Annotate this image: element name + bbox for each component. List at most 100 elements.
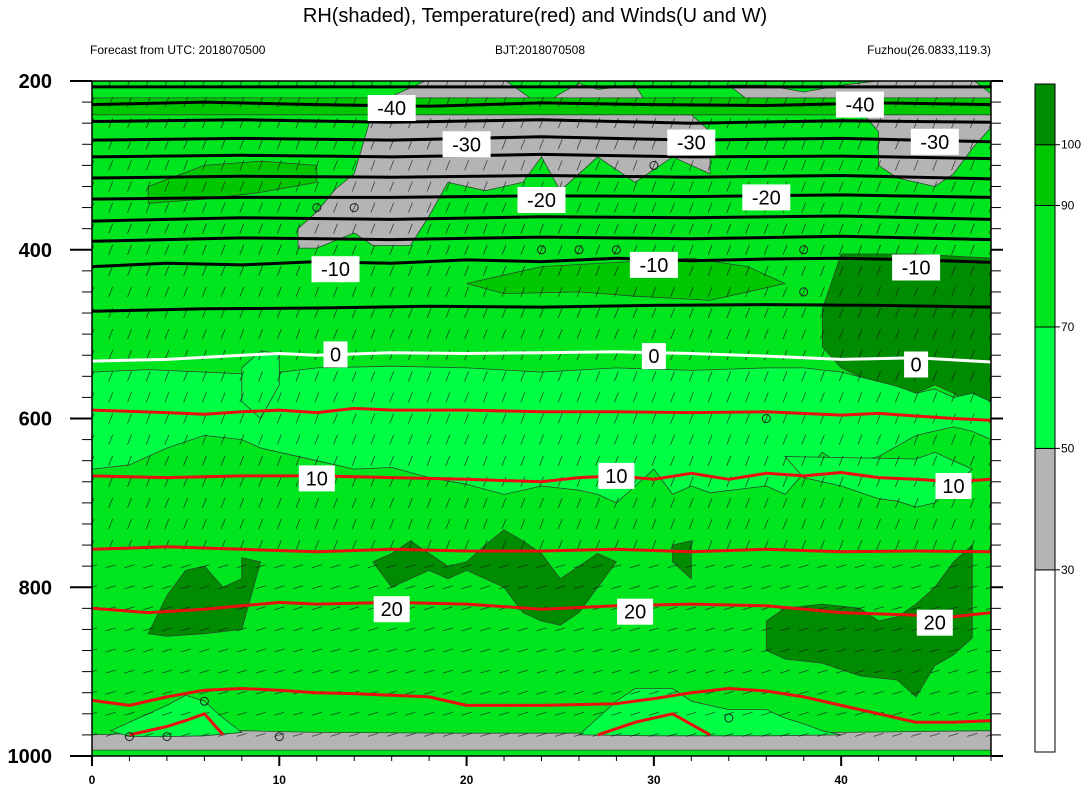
wind-barb bbox=[836, 627, 847, 632]
wind-barb bbox=[820, 307, 825, 319]
wind-barb bbox=[274, 627, 285, 632]
wind-barb bbox=[726, 371, 732, 382]
wind-barb bbox=[351, 413, 357, 424]
wind-barb bbox=[969, 81, 973, 87]
wind-barb bbox=[220, 81, 224, 87]
wind-barb bbox=[688, 371, 694, 382]
wind-barb bbox=[92, 434, 95, 441]
wind-barb bbox=[763, 223, 769, 234]
wind-barb bbox=[295, 371, 301, 382]
chart-subtitle-right: Fuzhou(26.0833,119.3) bbox=[867, 43, 991, 57]
wind-barb bbox=[426, 497, 432, 509]
wind-barb bbox=[632, 139, 638, 150]
wind-barb bbox=[951, 392, 956, 403]
wind-barb bbox=[164, 244, 170, 255]
wind-barb bbox=[108, 223, 114, 234]
rh-region bbox=[241, 350, 280, 420]
wind-barb bbox=[351, 118, 357, 129]
wind-barb bbox=[573, 690, 585, 695]
wind-barb bbox=[988, 396, 991, 403]
wind-barb bbox=[220, 476, 226, 487]
wind-barb bbox=[895, 160, 900, 171]
wind-barb bbox=[276, 518, 282, 530]
wind-barb bbox=[351, 244, 357, 255]
wind-barb bbox=[314, 160, 320, 171]
wind-barb bbox=[798, 627, 809, 632]
wind-barb bbox=[723, 564, 734, 569]
wind-barb bbox=[426, 539, 432, 551]
wind-barb bbox=[686, 669, 697, 674]
wind-barb bbox=[726, 181, 732, 192]
wind-barb bbox=[92, 518, 95, 526]
wind-barb bbox=[576, 392, 582, 403]
wind-barb bbox=[704, 627, 716, 632]
wind-barb bbox=[183, 202, 188, 213]
wind-barb bbox=[482, 413, 488, 424]
calm-marker bbox=[799, 245, 809, 255]
wind-barb bbox=[932, 96, 938, 108]
wind-barb bbox=[145, 413, 151, 424]
wind-barb bbox=[667, 627, 678, 632]
wind-barb bbox=[442, 690, 454, 695]
contour-label: -20 bbox=[527, 190, 556, 212]
wind-barb bbox=[688, 160, 694, 171]
wind-barb bbox=[239, 497, 245, 509]
wind-barb bbox=[651, 181, 657, 192]
wind-barb bbox=[838, 286, 844, 298]
wind-barb bbox=[482, 181, 488, 192]
wind-barb bbox=[124, 606, 135, 611]
wind-barb bbox=[442, 648, 454, 653]
wind-barb bbox=[539, 434, 544, 445]
wind-barb bbox=[820, 455, 825, 466]
wind-barb bbox=[92, 371, 95, 378]
wind-barb bbox=[688, 181, 694, 192]
wind-barb bbox=[426, 455, 432, 466]
wind-barb bbox=[988, 375, 991, 382]
wind-barb bbox=[798, 733, 809, 737]
wind-barb bbox=[801, 265, 807, 276]
wind-barb bbox=[164, 497, 170, 509]
wind-barb bbox=[124, 711, 135, 716]
wind-barb bbox=[913, 328, 919, 340]
wind-barb bbox=[295, 81, 299, 87]
wind-barb bbox=[108, 181, 114, 192]
wind-barb bbox=[276, 181, 282, 192]
wind-barb bbox=[498, 669, 510, 674]
wind-barb bbox=[442, 733, 454, 737]
colorbar-swatch bbox=[1034, 83, 1056, 146]
wind-barb bbox=[779, 627, 791, 632]
wind-barb bbox=[895, 434, 900, 445]
wind-barb bbox=[576, 244, 582, 255]
wind-barb bbox=[367, 585, 379, 590]
wind-barb bbox=[258, 392, 263, 403]
wind-barb bbox=[838, 539, 844, 551]
wind-barb bbox=[482, 328, 488, 340]
wind-barb bbox=[742, 711, 753, 716]
wind-barb bbox=[217, 690, 229, 695]
wind-barb bbox=[745, 413, 750, 424]
wind-barb bbox=[910, 733, 922, 737]
wind-barb bbox=[389, 434, 395, 445]
wind-barb bbox=[520, 265, 526, 276]
wind-barb bbox=[913, 202, 919, 213]
wind-barb bbox=[895, 497, 900, 509]
wind-barb bbox=[423, 585, 435, 590]
wind-barb bbox=[817, 564, 828, 569]
wind-barb bbox=[985, 586, 991, 590]
y-tick-label: 600 bbox=[19, 409, 52, 431]
wind-barb bbox=[688, 434, 694, 445]
wind-barb bbox=[726, 518, 732, 530]
wind-barb bbox=[820, 139, 825, 150]
wind-barb bbox=[370, 413, 376, 424]
wind-barb bbox=[948, 733, 959, 737]
wind-barb bbox=[445, 371, 451, 382]
wind-barb bbox=[386, 733, 397, 737]
wind-barb bbox=[292, 733, 304, 737]
wind-barb bbox=[389, 202, 395, 213]
wind-barb bbox=[442, 606, 454, 611]
wind-barb bbox=[614, 118, 619, 129]
wind-barb bbox=[969, 307, 975, 319]
wind-barb bbox=[742, 627, 753, 632]
temperature-contour bbox=[92, 350, 991, 364]
wind-barb bbox=[595, 434, 601, 445]
